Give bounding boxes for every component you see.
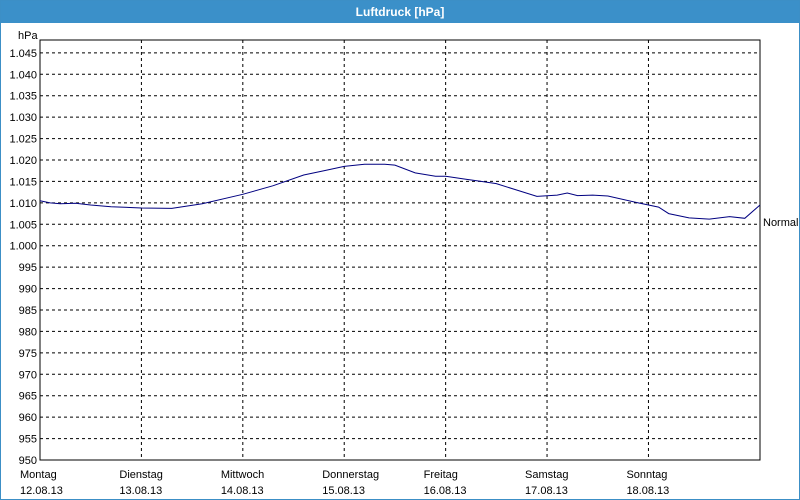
y-tick-label: 980 xyxy=(19,326,37,338)
x-tick-date-label: 18.08.13 xyxy=(626,485,669,497)
plot-frame xyxy=(39,39,761,461)
axes xyxy=(39,39,761,461)
y-tick-label: 1.000 xyxy=(9,241,37,253)
y-axis-label: hPa xyxy=(18,30,38,42)
y-tick-label: 995 xyxy=(19,262,37,274)
x-tick-day-label: Dienstag xyxy=(119,469,162,481)
y-tick-label: 1.030 xyxy=(9,112,37,124)
y-tick-label: 990 xyxy=(19,284,37,296)
y-tick-label: 950 xyxy=(19,455,37,467)
chart-title: Luftdruck [hPa] xyxy=(1,1,799,23)
x-tick-date-label: 12.08.13 xyxy=(20,485,63,497)
y-tick-label: 1.035 xyxy=(9,91,37,103)
x-tick-day-label: Freitag xyxy=(424,469,458,481)
y-tick-label: 960 xyxy=(19,412,37,424)
x-tick-day-label: Montag xyxy=(20,469,57,481)
y-tick-label: 965 xyxy=(19,391,37,403)
x-tick-day-label: Samstag xyxy=(525,469,568,481)
y-tick-label: 970 xyxy=(19,369,37,381)
y-tick-label: 1.020 xyxy=(9,155,37,167)
x-tick-day-label: Donnerstag xyxy=(322,469,379,481)
x-tick-date-label: 14.08.13 xyxy=(221,485,264,497)
y-tick-label: 1.045 xyxy=(9,48,37,60)
reference-label: Normal xyxy=(763,217,798,229)
series-layer xyxy=(39,163,761,220)
y-tick-label: 1.010 xyxy=(9,198,37,210)
x-tick-date-label: 13.08.13 xyxy=(119,485,162,497)
grid-lines xyxy=(40,40,760,460)
y-tick-label: 1.040 xyxy=(9,69,37,81)
y-tick-label: 985 xyxy=(19,305,37,317)
y-tick-label: 1.015 xyxy=(9,176,37,188)
x-tick-day-label: Sonntag xyxy=(626,469,667,481)
y-tick-label: 1.005 xyxy=(9,219,37,231)
y-tick-label: 975 xyxy=(19,348,37,360)
y-tick-label: 955 xyxy=(19,434,37,446)
pressure-series-line xyxy=(39,163,761,220)
y-tick-label: 1.025 xyxy=(9,134,37,146)
x-tick-day-label: Mittwoch xyxy=(221,469,264,481)
x-tick-date-label: 15.08.13 xyxy=(322,485,365,497)
x-tick-date-label: 16.08.13 xyxy=(424,485,467,497)
x-tick-date-label: 17.08.13 xyxy=(525,485,568,497)
axis-labels: 950 955 960 965 970 975 980 985 990 995 1.000 1.005… xyxy=(9,30,798,497)
